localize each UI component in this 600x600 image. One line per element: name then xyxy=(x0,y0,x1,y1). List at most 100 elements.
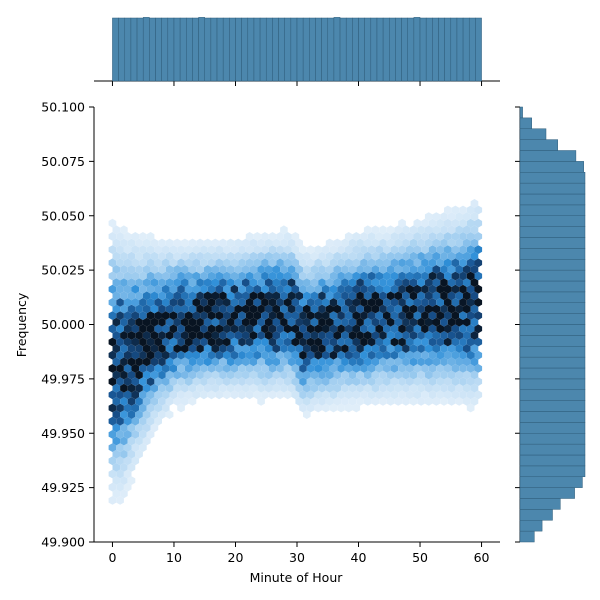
hexbin-cell xyxy=(162,245,170,254)
hexbin-cell xyxy=(352,245,361,254)
hexbin-cell xyxy=(306,245,315,254)
hexbin-cell xyxy=(127,383,136,393)
hexbin-cell xyxy=(306,337,315,347)
hexbin-cell xyxy=(455,370,463,380)
hexbin-cell xyxy=(413,337,422,347)
hexbin-cell xyxy=(314,245,322,254)
hexbin-cell xyxy=(440,331,448,340)
hexbin-cell xyxy=(436,218,444,228)
hexbin-cell xyxy=(310,357,319,367)
hexbin-cell xyxy=(402,265,410,274)
hexbin-cell xyxy=(329,364,338,373)
hexbin-cell xyxy=(470,357,479,367)
hexbin-cell xyxy=(116,364,124,373)
hexbin-cell xyxy=(146,245,155,254)
hexbin-cell xyxy=(203,278,212,287)
hexbin-cell xyxy=(154,337,162,347)
hexbin-cell xyxy=(379,278,387,287)
hexbin-cell xyxy=(474,298,483,307)
hexbin-cell xyxy=(440,304,448,314)
hexbin-cell xyxy=(188,291,197,301)
hexbin-cell xyxy=(428,245,437,254)
hexbin-cell xyxy=(352,284,361,294)
y-tick-label: 49.975 xyxy=(41,371,85,386)
hexbin-cell xyxy=(390,311,399,320)
hexbin-cell xyxy=(203,344,212,353)
hexbin-cell xyxy=(150,238,159,248)
hexbin-cell xyxy=(131,298,140,307)
hexbin-cell xyxy=(234,331,242,340)
hexbin-cell xyxy=(444,350,452,360)
hexbin-cell xyxy=(405,311,414,320)
hexbin-cell xyxy=(314,337,322,347)
hexbin-cell xyxy=(398,232,406,241)
x-marginal-bar xyxy=(229,17,236,82)
hexbin-cell xyxy=(146,337,155,347)
hexbin-cell xyxy=(428,258,437,268)
hexbin-cell xyxy=(470,225,479,235)
hexbin-cell xyxy=(405,337,414,347)
hexbin-cell xyxy=(192,311,201,320)
hexbin-cell xyxy=(379,383,387,393)
hexbin-cell xyxy=(444,218,452,228)
hexbin-cell xyxy=(173,331,181,340)
hexbin-cell xyxy=(158,397,166,406)
y-marginal-bar xyxy=(519,226,586,238)
x-marginal-bar xyxy=(216,17,224,82)
hexbin-cell xyxy=(200,324,208,334)
hexbin-cell xyxy=(348,370,357,380)
hexbin-cell xyxy=(108,416,117,426)
hexbin-cell xyxy=(451,258,460,268)
hexbin-cell xyxy=(276,271,284,281)
hexbin-cell xyxy=(207,324,216,334)
hexbin-cell xyxy=(455,238,463,248)
hexbin-cell xyxy=(120,265,128,274)
hexbin-cell xyxy=(165,291,174,301)
hexbin-cell xyxy=(417,225,425,235)
hexbin-cell xyxy=(131,337,140,347)
hexbin-cell xyxy=(356,251,364,261)
hexbin-cell xyxy=(123,456,132,466)
hexbin-cell xyxy=(432,397,441,406)
hexbin-cell xyxy=(337,377,345,386)
hexbin-cell xyxy=(207,337,216,347)
hexbin-cell xyxy=(459,350,467,360)
hexbin-cell xyxy=(303,397,311,406)
hexbin-cell xyxy=(135,344,143,353)
hexbin-cell xyxy=(352,364,361,373)
hexbin-cell xyxy=(303,278,311,287)
hexbin-cell xyxy=(200,258,208,268)
hexbin-cell xyxy=(318,383,326,393)
hexbin-cell xyxy=(181,331,189,340)
hexbin-cell xyxy=(127,251,136,261)
y-marginal-bar xyxy=(519,530,535,543)
hexbin-cell xyxy=(470,383,479,393)
hexbin-cell xyxy=(207,284,216,294)
hexbin-cell xyxy=(135,291,143,301)
hexbin-cell xyxy=(386,317,395,327)
hexbin-cell xyxy=(344,324,353,334)
hexbin-cell xyxy=(116,350,124,360)
hexbin-cell xyxy=(108,258,117,268)
hexbin-cell xyxy=(154,377,162,386)
hexbin-cell xyxy=(314,377,322,386)
hexbin-cell xyxy=(276,232,284,241)
hexbin-cell xyxy=(363,357,372,367)
hexbin-cell xyxy=(405,364,414,373)
hexbin-cell xyxy=(314,311,322,320)
hexbin-cell xyxy=(470,212,479,221)
hexbin-cell xyxy=(245,271,254,281)
y-marginal-bar xyxy=(519,465,586,478)
hexbin-cell xyxy=(417,265,425,274)
hexbin-cell xyxy=(402,357,410,367)
hexbin-cell xyxy=(200,284,208,294)
hexbin-cell xyxy=(344,403,353,413)
hexbin-cell xyxy=(348,291,357,301)
hexbin-cell xyxy=(402,278,410,287)
hexbin-cell xyxy=(306,258,315,268)
hexbin-cell xyxy=(257,383,265,393)
hexbin-cell xyxy=(226,383,235,393)
hexbin-cell xyxy=(276,284,284,294)
hexbin-cell xyxy=(432,238,441,248)
hexbin-cell xyxy=(181,291,189,301)
